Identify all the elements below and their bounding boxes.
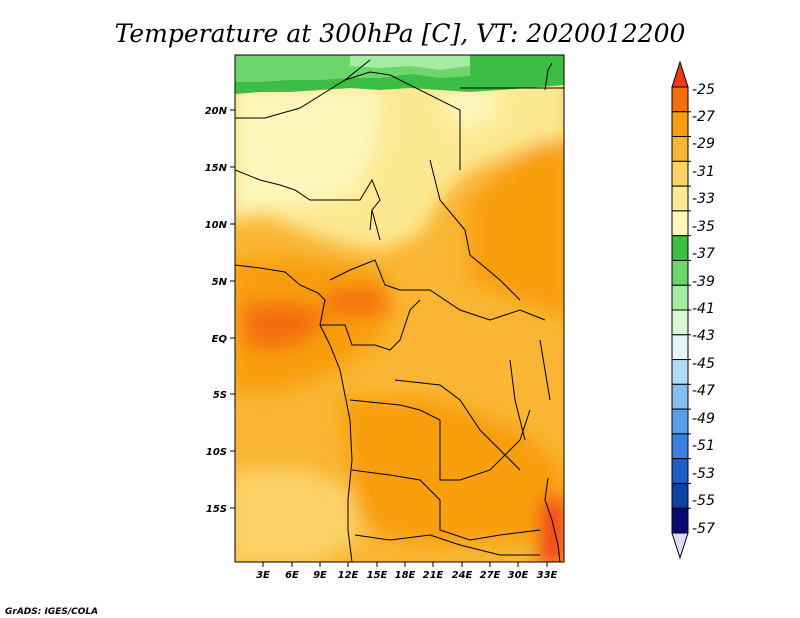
colorbar-cell [671, 235, 689, 261]
colorbar-label: -33 [692, 191, 715, 207]
colorbar-cell [671, 210, 689, 237]
colorbar-label: -29 [692, 136, 715, 152]
colorbar-cell [671, 408, 689, 435]
y-tick-label: 5N [212, 277, 228, 288]
colorbar-cell [671, 259, 689, 286]
field-region-east-orange [470, 140, 564, 318]
colorbar-label: -45 [692, 356, 715, 372]
map-borders [235, 59, 564, 562]
x-tick-label: 24E [452, 570, 473, 581]
field-region-cameroon-red [325, 288, 392, 318]
x-tick-label: 12E [338, 570, 359, 581]
y-tick-label: EQ [212, 334, 228, 345]
colorbar-label: -49 [692, 411, 715, 427]
field-region-green-band-light [350, 55, 470, 70]
x-tick-label: 3E [256, 570, 270, 581]
x-tick-label: 33E [537, 570, 558, 581]
colorbar-label: -43 [692, 328, 715, 344]
colorbar-bottom-triangle [671, 532, 689, 560]
colorbar-label: -53 [692, 466, 715, 482]
y-tick-label: 10N [205, 220, 228, 231]
field-region-southwest-yellow [235, 468, 362, 562]
colorbar-label: -39 [692, 274, 715, 290]
field-region-southeast-red [540, 495, 564, 562]
x-tick-label: 6E [285, 570, 299, 581]
x-tick-label: 21E [423, 570, 444, 581]
map-frame [234, 54, 565, 563]
colorbar-cell [671, 185, 689, 212]
colorbar-cell [671, 383, 689, 410]
field-region-northeast-pale [440, 88, 500, 130]
field-region-congo-orange [340, 398, 564, 545]
colorbar [671, 60, 691, 560]
x-tick-label: 15E [367, 570, 388, 581]
colorbar-cell [671, 309, 689, 336]
colorbar-cell [671, 86, 689, 113]
y-tick-label: 5S [213, 390, 227, 401]
colorbar-label: -51 [692, 438, 715, 454]
credit-label: GrADS: IGES/COLA [5, 607, 98, 617]
colorbar-cell [671, 284, 689, 311]
x-tick-label: 9E [313, 570, 327, 581]
colorbar-label: -57 [692, 521, 715, 537]
map-plot-area [235, 55, 564, 562]
colorbar-cell [671, 482, 689, 509]
x-tick-label: 27E [480, 570, 501, 581]
colorbar-label: -27 [692, 109, 715, 125]
y-tick-label: 10S [206, 447, 227, 458]
x-tick-label: 30E [508, 570, 529, 581]
colorbar-cell [671, 507, 689, 534]
colorbar-label: -31 [692, 164, 715, 180]
colorbar-label: -25 [692, 82, 715, 98]
colorbar-label: -37 [692, 246, 715, 262]
axis-tick-marks [230, 109, 548, 567]
colorbar-cell [671, 334, 689, 361]
x-tick-label: 18E [395, 570, 416, 581]
colorbar-cell [671, 458, 689, 484]
chart-title: Temperature at 300hPa [C], VT: 202001220… [115, 19, 686, 48]
colorbar-cell [671, 160, 689, 187]
colorbar-label: -35 [692, 219, 715, 235]
y-axis-labels: 20N 15N 10N 5N EQ 5S 10S 15S [205, 106, 228, 515]
colorbar-labels: -25 -27 -29 -31 -33 -35 -37 -39 -41 -43 … [692, 82, 715, 537]
y-tick-label: 20N [205, 106, 228, 117]
colorbar-cell [671, 111, 689, 138]
colorbar-label: -47 [692, 383, 715, 399]
colorbar-label: -41 [692, 301, 715, 317]
y-tick-label: 15S [206, 504, 227, 515]
colorbar-top-triangle [671, 60, 689, 88]
colorbar-cell [671, 136, 689, 162]
colorbar-cell [671, 359, 689, 385]
y-tick-label: 15N [205, 163, 228, 174]
field-region-gulf-red [240, 300, 330, 352]
colorbar-cell [671, 433, 689, 460]
colorbar-label: -55 [692, 493, 715, 509]
x-axis-labels: 3E 6E 9E 12E 15E 18E 21E 24E 27E 30E 33E [256, 570, 557, 581]
